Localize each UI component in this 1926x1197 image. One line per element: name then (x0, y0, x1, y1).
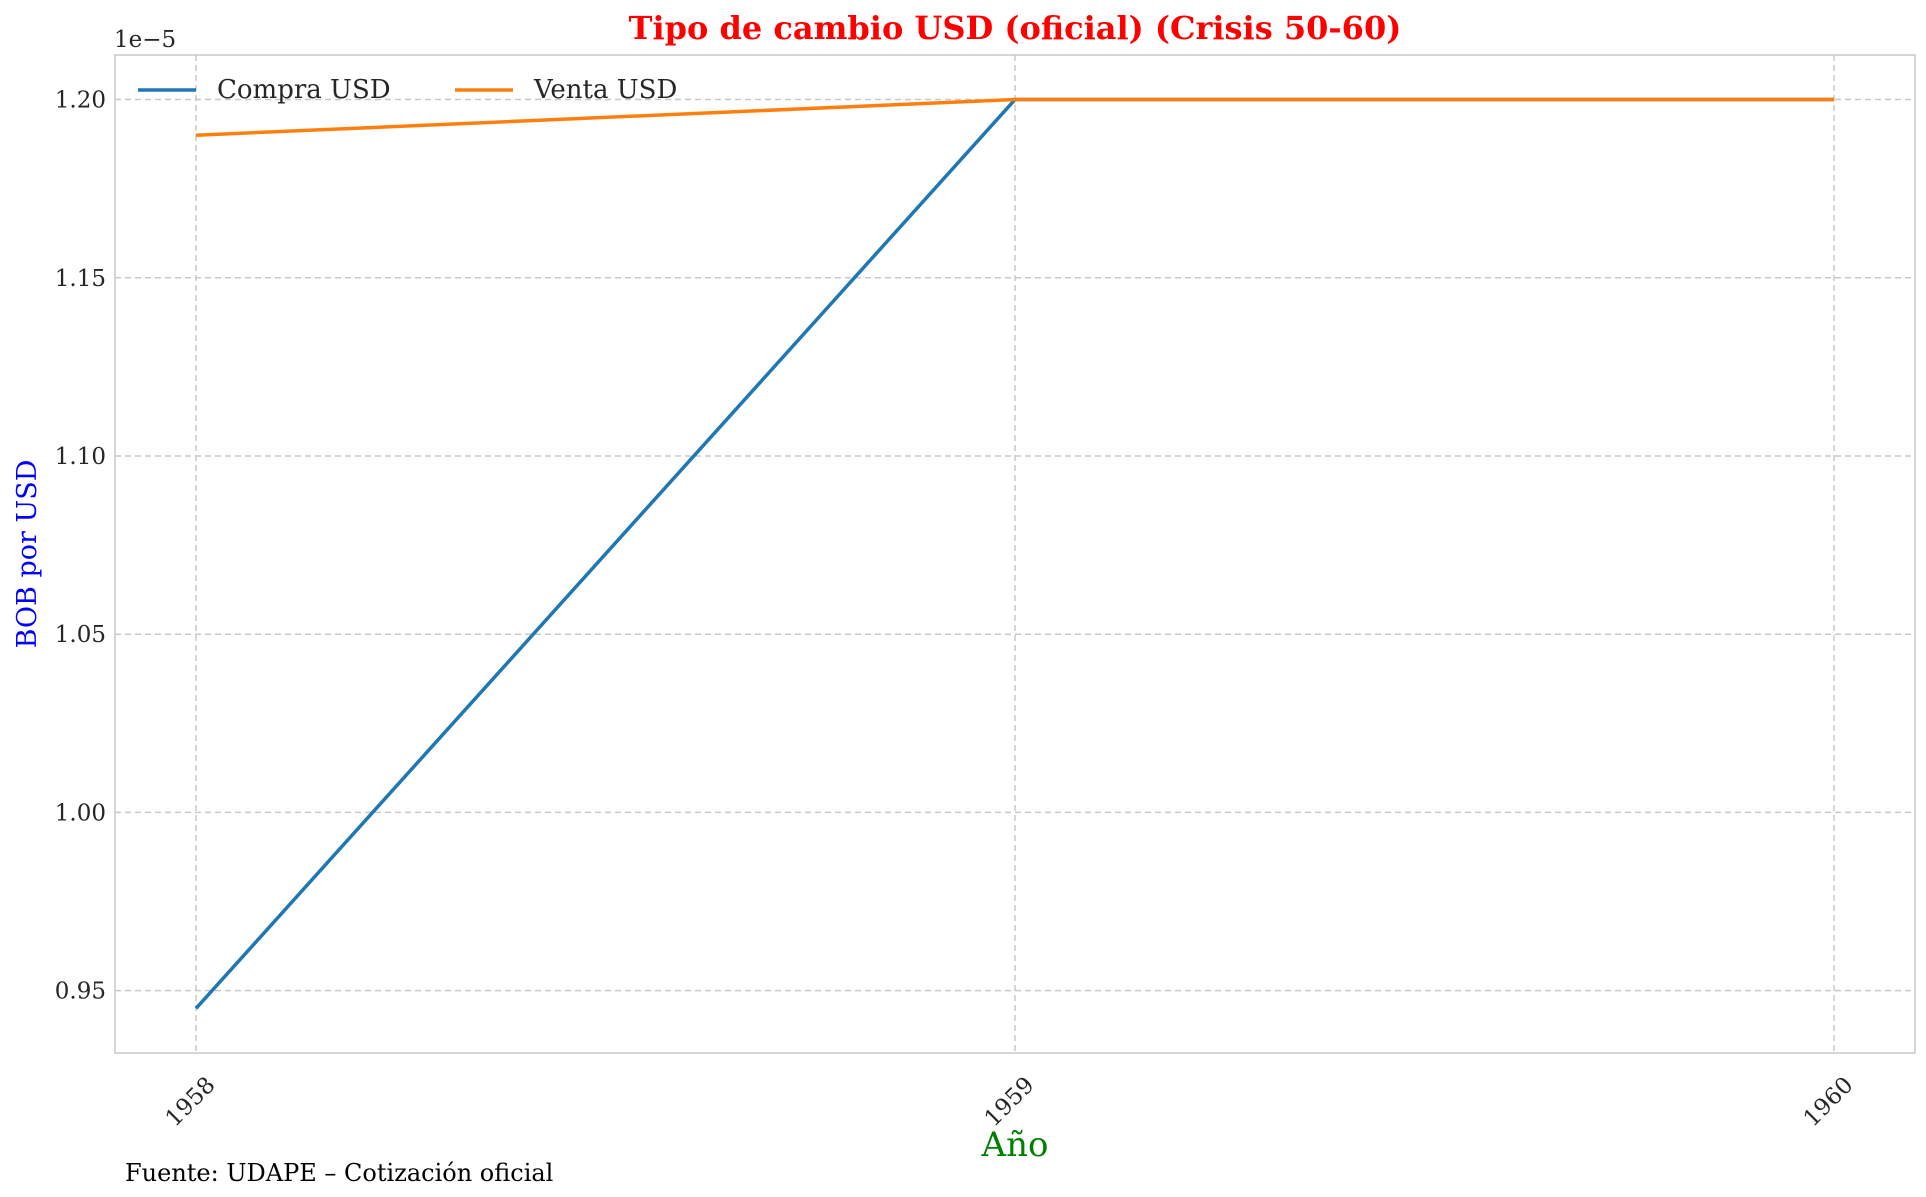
plot-frame (114, 54, 1916, 1054)
y-tick-label: 1.10 (55, 444, 106, 470)
series-line-venta (195, 97, 1834, 137)
x-axis-label: Año (981, 1125, 1049, 1165)
y-tick-labels: 0.95 1.00 1.05 1.10 1.15 1.20 (55, 88, 106, 1005)
y-tick-label: 0.95 (55, 979, 106, 1005)
series-lines (194, 97, 1834, 1010)
legend-label: Venta USD (533, 75, 677, 105)
source-note: Fuente: UDAPE – Cotización oficial (125, 1159, 553, 1187)
y-axis-label: BOB por USD (12, 460, 43, 649)
legend: Compra USD Venta USD (138, 75, 677, 105)
legend-label: Compra USD (217, 75, 391, 105)
y-tick-label: 1.05 (55, 622, 106, 648)
chart-title: Tipo de cambio USD (oficial) (Crisis 50-… (629, 9, 1402, 47)
y-tick-label: 1.15 (55, 266, 106, 292)
y-offset-label: 1e−5 (114, 27, 176, 53)
y-tick-label: 1.20 (55, 88, 106, 114)
y-tick-label: 1.00 (55, 800, 106, 826)
